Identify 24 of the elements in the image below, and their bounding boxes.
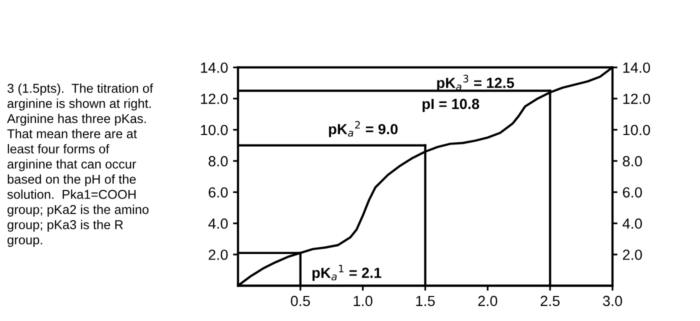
y-tick-label: 4.0 (208, 218, 228, 229)
text: 3 (1.5pts). The titration of arginine is shown at right. Arginine has three pKas. That mean there are at least four forms of arginine that can occur based on the pH of the solution. Pka1=COOH group; pKa2 is the amino group; pKa3 is the R group. (7, 83, 154, 247)
y-tick-label: 8.0 (208, 156, 228, 166)
x-tick-label: 2.5 (540, 296, 560, 306)
y2-tick-label: 14.0 (623, 62, 650, 73)
x-tick-label: 1.5 (416, 296, 435, 306)
y-tick-label: 14.0 (201, 62, 228, 73)
x-tick-label: 0.5 (290, 296, 310, 306)
y-tick-label: 6.0 (208, 187, 228, 198)
annotation: pK$_{a}$$^{2}$ = 9.0 (328, 120, 398, 138)
y-tick-label: 2.0 (208, 250, 228, 260)
y2-tick-label: 6.0 (622, 187, 642, 198)
y2-tick-label: 10.0 (623, 124, 650, 136)
y2-tick-label: 12.0 (623, 94, 650, 104)
x-tick-label: 3.0 (602, 296, 622, 306)
x-tick-label: 2.0 (478, 296, 498, 306)
annotation: pI = 10.8 (422, 98, 480, 112)
y2-tick-label: 4.0 (622, 218, 642, 229)
y-tick-label: 10.0 (201, 124, 228, 136)
y2-tick-label: 8.0 (622, 156, 642, 166)
y-tick-label: 12.0 (201, 94, 228, 104)
y2-tick-label: 2.0 (622, 250, 642, 260)
x-tick-label: 1.0 (354, 296, 372, 306)
annotation: pK$_{a}$$^{1}$ = 2.1 (312, 264, 382, 281)
